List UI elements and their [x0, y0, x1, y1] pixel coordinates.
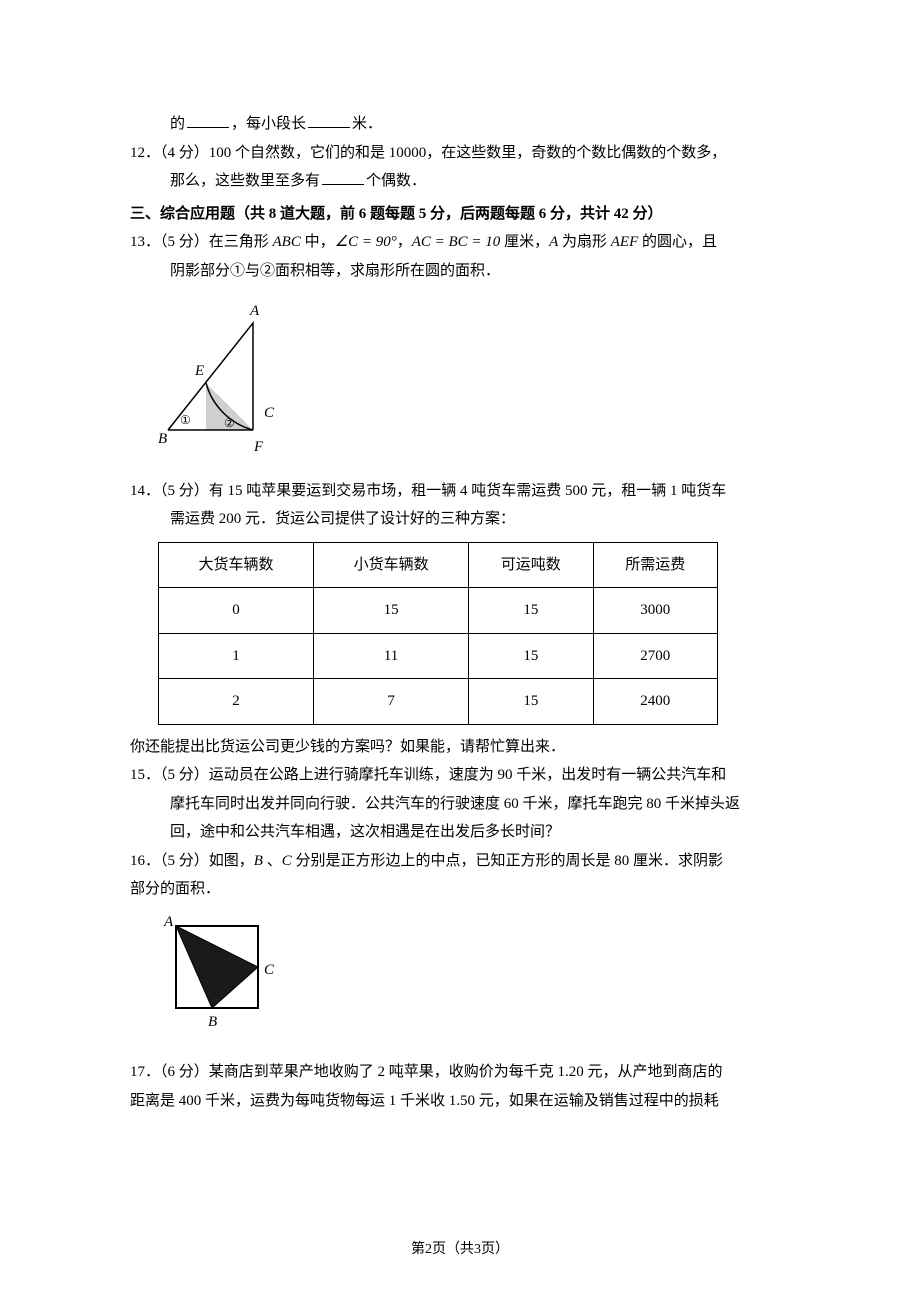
section3-title: 三、综合应用题（共 8 道大题，前 6 题每题 5 分，后两题每题 6 分，共计… [130, 200, 790, 229]
q14-line2: 需运费 200 元．货运公司提供了设计好的三种方案： [130, 505, 790, 534]
q11-blank2 [308, 113, 350, 128]
q13-abc: ABC [273, 234, 301, 250]
q12-line2: 那么，这些数里至多有 [170, 173, 320, 189]
q13-figure: A E C B F ① ② [158, 293, 790, 469]
q13-n1: ① [180, 413, 191, 427]
th-3: 所需运费 [593, 542, 717, 588]
table-header-row: 大货车辆数 小货车辆数 可运吨数 所需运费 [159, 542, 718, 588]
table-row: 0 15 15 3000 [159, 588, 718, 634]
q12-line1: 12．（4 分）100 个自然数，它们的和是 10000，在这些数里，奇数的个数… [130, 139, 790, 168]
q17-line2: 距离是 400 千米，运费为每吨货物每运 1 千米收 1.50 元，如果在运输及… [130, 1087, 790, 1116]
q13-lblB: B [158, 431, 167, 447]
q16-shade [176, 926, 258, 1008]
q16-b: B [254, 853, 263, 869]
q13-line1: 13．（5 分）在三角形 ABC 中，∠C = 90°，AC = BC = 10… [130, 228, 790, 257]
q16-line1: 16．（5 分）如图，B 、C 分别是正方形边上的中点，已知正方形的周长是 80… [130, 847, 790, 876]
q13-line2: 阴影部分①与②面积相等，求扇形所在圆的面积． [130, 257, 790, 286]
table-row: 2 7 15 2400 [159, 679, 718, 725]
th-1: 小货车辆数 [314, 542, 469, 588]
q13-n2: ② [224, 416, 235, 430]
q13-a: A [549, 234, 558, 250]
q13-lblF: F [253, 439, 264, 455]
q16-lblB: B [208, 1014, 217, 1030]
q13-lblC: C [264, 405, 275, 421]
q12-line2-wrap: 那么，这些数里至多有 个偶数． [130, 167, 790, 196]
q16-c: C [282, 853, 292, 869]
q15-line1: 15．（5 分）运动员在公路上进行骑摩托车训练，速度为 90 千米，出发时有一辆… [130, 761, 790, 790]
table-row: 1 11 15 2700 [159, 633, 718, 679]
q14-table: 大货车辆数 小货车辆数 可运吨数 所需运费 0 15 15 3000 1 11 … [158, 542, 718, 725]
q16-svg: A C B [158, 912, 288, 1040]
q11-line: 的 ，每小段长 米． [130, 110, 790, 139]
q17-line1: 17．（6 分）某商店到苹果产地收购了 2 吨苹果，收购价为每千克 1.20 元… [130, 1058, 790, 1087]
q16-figure: A C B [158, 912, 790, 1051]
page-footer: 第2页（共3页） [0, 1237, 920, 1264]
th-0: 大货车辆数 [159, 542, 314, 588]
q12-tail: 个偶数． [366, 173, 426, 189]
q16-line2: 部分的面积． [130, 875, 790, 904]
q11-pre: 的 [170, 116, 185, 132]
q11-blank1 [187, 113, 229, 128]
q11-unit: 米． [352, 116, 382, 132]
q11-mid: ，每小段长 [231, 116, 306, 132]
th-2: 可运吨数 [469, 542, 593, 588]
q12-blank [322, 170, 364, 185]
q14-after: 你还能提出比货运公司更少钱的方案吗？如果能，请帮忙算出来． [130, 733, 790, 762]
q13-lblA: A [249, 303, 260, 319]
q13-svg: A E C B F ① ② [158, 293, 308, 458]
q14-line1: 14．（5 分）有 15 吨苹果要运到交易市场，租一辆 4 吨货车需运费 500… [130, 477, 790, 506]
q13-angle: ∠C = 90° [335, 234, 397, 250]
q13-lblE: E [194, 363, 204, 379]
q13-eq: AC = BC = 10 [412, 234, 501, 250]
q15-line2: 摩托车同时出发并同向行驶．公共汽车的行驶速度 60 千米，摩托车跑完 80 千米… [130, 790, 790, 819]
q15-line3: 回，途中和公共汽车相遇，这次相遇是在出发后多长时间？ [130, 818, 790, 847]
q13-aef: AEF [611, 234, 639, 250]
q16-lblA: A [163, 914, 174, 930]
q16-lblC: C [264, 962, 275, 978]
